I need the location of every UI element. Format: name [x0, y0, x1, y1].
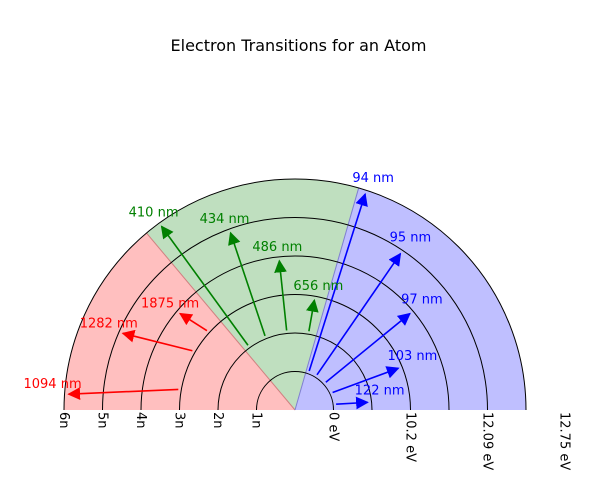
transition-arrow: [67, 387, 179, 401]
level-label-right: 10.2 eV: [403, 412, 418, 462]
transition-arrow: [325, 312, 411, 383]
transition-arrow: [121, 329, 193, 352]
energy-level-ring-4: [140, 255, 450, 411]
energy-level-ring-1: [256, 371, 334, 411]
energy-level-ring-3: [179, 294, 411, 411]
level-label-right: 0 eV: [326, 412, 341, 441]
transition-arrow: [160, 225, 249, 346]
energy-level-ring-2: [217, 332, 373, 411]
blue-series-sector: [295, 187, 526, 410]
transition-label: 122 nm: [355, 383, 405, 398]
level-label-right: 12.09 eV: [480, 412, 495, 470]
green-series-sector: [146, 179, 359, 410]
energy-level-ring-5: [102, 217, 488, 411]
transition-arrow: [274, 259, 288, 331]
transition-label: 95 nm: [390, 231, 432, 246]
level-label-right: 12.75 eV: [557, 412, 572, 470]
transition-label: 94 nm: [352, 171, 394, 186]
level-label-left: 5n: [95, 412, 110, 429]
transition-label: 1094 nm: [23, 377, 81, 392]
level-label-left: 1n: [249, 412, 264, 429]
transition-label: 1875 nm: [141, 297, 199, 312]
transition-arrow: [332, 366, 400, 394]
level-label-left: 4n: [133, 412, 148, 429]
transition-arrow: [228, 231, 266, 337]
transition-label: 656 nm: [293, 279, 343, 294]
level-label-left: 6n: [56, 412, 71, 429]
level-label-left: 3n: [172, 412, 187, 429]
energy-level-ring-6: [63, 178, 527, 411]
level-label-left: 2n: [210, 412, 225, 429]
diagram-title: Electron Transitions for an Atom: [170, 36, 427, 55]
transition-arrows: [67, 192, 411, 410]
transition-label: 97 nm: [401, 293, 443, 308]
transition-label: 486 nm: [252, 240, 302, 255]
transition-arrow: [316, 252, 402, 376]
transition-arrow: [306, 298, 319, 332]
transition-label: 434 nm: [200, 212, 250, 227]
energy-level-rings: [63, 178, 527, 411]
transition-label: 103 nm: [387, 349, 437, 364]
transition-arrow: [179, 312, 208, 332]
transition-label: 1282 nm: [80, 316, 138, 331]
transition-label: 410 nm: [129, 205, 179, 220]
transition-arrow: [308, 192, 368, 372]
transition-arrow: [336, 396, 369, 410]
